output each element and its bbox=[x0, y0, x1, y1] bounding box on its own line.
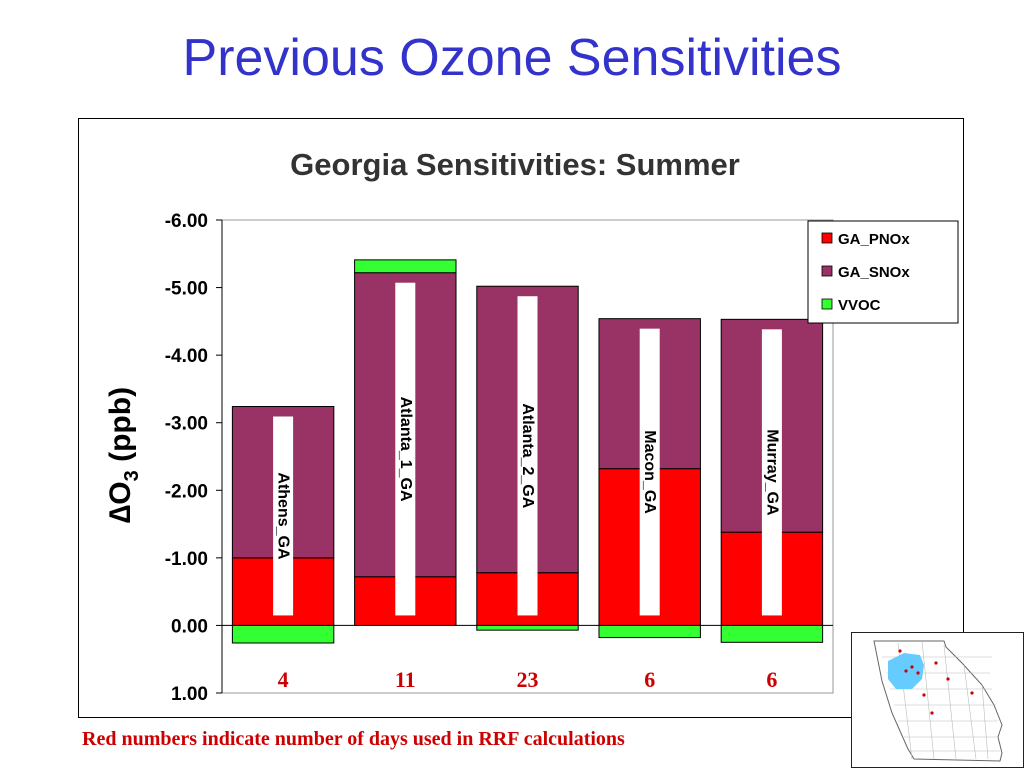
y-axis-label-subscript: 3 bbox=[121, 470, 143, 481]
legend-swatch bbox=[821, 298, 833, 310]
legend-box bbox=[807, 220, 959, 324]
footnote: Red numbers indicate number of days used… bbox=[82, 728, 625, 750]
category-label-bg bbox=[395, 282, 416, 616]
day-count-label: 11 bbox=[395, 667, 416, 692]
y-tick-label: -3.00 bbox=[165, 414, 208, 435]
day-count-labels: 4 11 23 6 6 bbox=[278, 667, 778, 692]
chart-frame bbox=[78, 118, 964, 718]
legend-label: GA_PNOx bbox=[838, 231, 910, 248]
legend: GA_PNOx GA_SNOx VVOC bbox=[807, 220, 959, 324]
bar-vvoc bbox=[231, 624, 335, 644]
y-tick-label: -1.00 bbox=[165, 549, 208, 570]
category-label: Murray_GA bbox=[763, 429, 780, 516]
legend-swatch bbox=[821, 265, 833, 277]
y-axis-label: ∆O3 (ppb) bbox=[104, 387, 143, 523]
y-axis-label-unit: (ppb) bbox=[104, 387, 137, 470]
monitor-sites bbox=[898, 649, 974, 715]
slide-title: Previous Ozone Sensitivities bbox=[182, 29, 842, 87]
category-label: Atlanta_1_GA bbox=[397, 397, 414, 502]
georgia-map-icon bbox=[873, 640, 1003, 762]
footnote-divider bbox=[78, 717, 964, 718]
y-tick-label: 0.00 bbox=[171, 616, 208, 637]
category-label: Atlanta_2_GA bbox=[519, 403, 536, 508]
bar-vvoc bbox=[598, 624, 701, 639]
y-tick-label: -6.00 bbox=[165, 211, 208, 232]
category-label-bg bbox=[273, 416, 294, 616]
bar-vvoc bbox=[476, 624, 579, 631]
day-count-label: 6 bbox=[644, 667, 655, 692]
legend-label: VVOC bbox=[838, 297, 881, 314]
category-label: Athens_GA bbox=[275, 472, 292, 560]
legend-label: GA_SNOx bbox=[838, 264, 910, 281]
y-axis-label-main: ∆O bbox=[104, 481, 137, 523]
day-count-label: 4 bbox=[278, 667, 289, 692]
georgia-map-thumbnail bbox=[851, 632, 1024, 768]
y-tick-label: -2.00 bbox=[165, 481, 208, 502]
y-tick-label: 1.00 bbox=[171, 684, 208, 705]
bar-vvoc bbox=[354, 259, 457, 274]
legend-swatch bbox=[821, 232, 833, 244]
category-label-bg bbox=[639, 328, 660, 616]
category-label: Macon_GA bbox=[641, 430, 658, 514]
bar-vvoc bbox=[720, 624, 824, 643]
category-label-bg bbox=[517, 296, 538, 616]
county-lines bbox=[882, 640, 1000, 760]
y-tick-label: -5.00 bbox=[165, 279, 208, 300]
category-labels: Athens_GA Atlanta_1_GA Atlanta_2_GA Macon_G… bbox=[273, 282, 782, 616]
day-count-label: 6 bbox=[766, 667, 777, 692]
chart-title: Georgia Sensitivities: Summer bbox=[290, 147, 740, 182]
y-tick-label: -4.00 bbox=[165, 346, 208, 367]
category-label-bg bbox=[761, 329, 782, 616]
day-count-label: 23 bbox=[517, 667, 539, 692]
